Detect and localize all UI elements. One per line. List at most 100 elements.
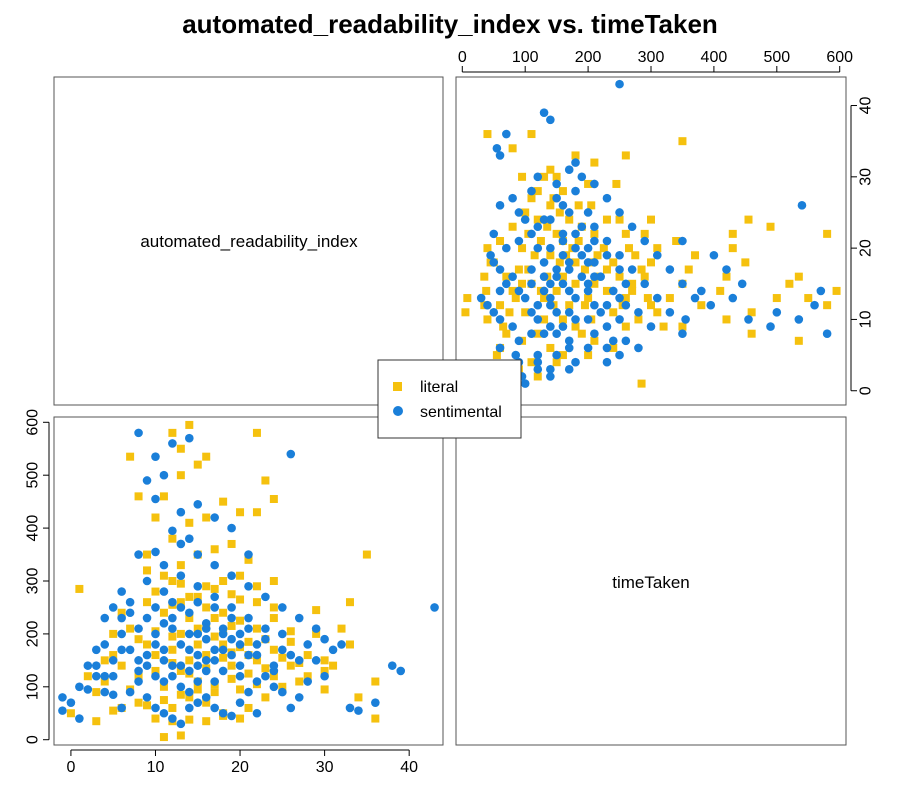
point-sentimental: [227, 634, 236, 644]
point-literal: [261, 664, 270, 673]
point-literal: [185, 420, 194, 429]
point-sentimental: [159, 677, 169, 686]
panel-top-right-frame: [455, 76, 847, 406]
point-literal: [244, 669, 253, 678]
point-literal: [168, 428, 177, 437]
point-literal: [117, 661, 126, 670]
point-sentimental: [483, 300, 492, 310]
point-sentimental: [151, 452, 160, 461]
point-literal: [580, 265, 589, 274]
point-literal: [168, 577, 177, 585]
panel-bottom-left-frame: [53, 416, 444, 746]
point-sentimental: [244, 550, 253, 559]
point-sentimental: [151, 494, 160, 504]
point-literal: [615, 272, 624, 281]
point-literal: [159, 696, 168, 705]
point-sentimental: [142, 661, 152, 670]
point-sentimental: [810, 300, 819, 310]
point-sentimental: [511, 350, 521, 360]
bottom-tick-label: 10: [147, 759, 165, 776]
point-sentimental: [495, 265, 505, 274]
point-literal: [371, 677, 380, 686]
point-sentimental: [678, 329, 687, 338]
point-literal: [647, 301, 655, 310]
point-sentimental: [142, 693, 152, 702]
point-sentimental: [577, 172, 587, 182]
bottom-tick-label: 0: [66, 759, 75, 776]
point-sentimental: [486, 250, 495, 260]
point-sentimental: [168, 714, 177, 723]
point-literal: [202, 698, 211, 707]
point-sentimental: [706, 300, 716, 310]
point-sentimental: [533, 172, 543, 182]
point-literal: [587, 201, 596, 210]
point-sentimental: [615, 265, 624, 274]
point-literal: [590, 279, 599, 288]
point-sentimental: [168, 526, 177, 536]
point-literal: [571, 258, 580, 267]
point-literal: [286, 627, 295, 636]
point-literal: [593, 251, 602, 260]
point-sentimental: [261, 624, 270, 633]
point-sentimental: [634, 343, 643, 353]
point-sentimental: [227, 571, 236, 581]
point-sentimental: [520, 379, 530, 388]
point-sentimental: [311, 656, 321, 665]
point-sentimental: [83, 685, 93, 694]
point-sentimental: [252, 677, 262, 686]
point-literal: [143, 598, 152, 607]
point-sentimental: [728, 293, 738, 303]
point-literal: [202, 717, 211, 726]
point-sentimental: [108, 603, 118, 612]
point-sentimental: [564, 308, 574, 317]
point-sentimental: [227, 711, 236, 721]
point-literal: [320, 656, 329, 665]
panel-top-left-frame: [53, 76, 444, 406]
point-literal: [672, 237, 681, 245]
right-axis-readability: 0 10 20 30 40: [850, 97, 875, 395]
point-literal: [176, 731, 185, 740]
point-sentimental: [286, 703, 296, 713]
point-sentimental: [583, 286, 593, 296]
point-sentimental: [602, 250, 612, 260]
point-literal: [176, 561, 185, 570]
point-literal: [631, 251, 640, 260]
point-sentimental: [201, 634, 211, 644]
point-sentimental: [210, 513, 219, 522]
point-sentimental: [583, 343, 593, 353]
point-sentimental: [176, 640, 186, 649]
point-sentimental: [508, 272, 517, 281]
point-sentimental: [514, 208, 524, 217]
point-literal: [580, 301, 589, 310]
point-literal: [574, 201, 583, 210]
point-sentimental: [117, 587, 126, 596]
point-sentimental: [294, 613, 304, 623]
point-sentimental: [571, 357, 580, 367]
point-literal: [540, 294, 549, 303]
point-literal: [552, 286, 561, 295]
point-sentimental: [193, 499, 203, 509]
point-sentimental: [168, 671, 177, 681]
point-sentimental: [615, 315, 624, 324]
point-sentimental: [58, 706, 67, 715]
left-tick-label: 0: [25, 735, 42, 744]
point-literal: [151, 651, 160, 660]
point-sentimental: [590, 236, 599, 246]
point-literal: [628, 286, 637, 295]
point-literal: [527, 130, 536, 139]
point-literal: [772, 294, 781, 303]
point-sentimental: [665, 265, 675, 274]
point-literal: [193, 685, 202, 694]
point-literal: [143, 701, 152, 710]
right-tick-label: 40: [858, 97, 875, 115]
point-sentimental: [159, 619, 169, 628]
point-sentimental: [294, 656, 304, 665]
point-sentimental: [193, 550, 203, 559]
point-sentimental: [227, 603, 236, 612]
point-sentimental: [552, 329, 561, 338]
point-sentimental: [533, 365, 543, 374]
point-literal: [463, 294, 472, 303]
point-literal: [832, 286, 841, 295]
point-literal: [785, 279, 794, 288]
point-literal: [678, 322, 687, 331]
